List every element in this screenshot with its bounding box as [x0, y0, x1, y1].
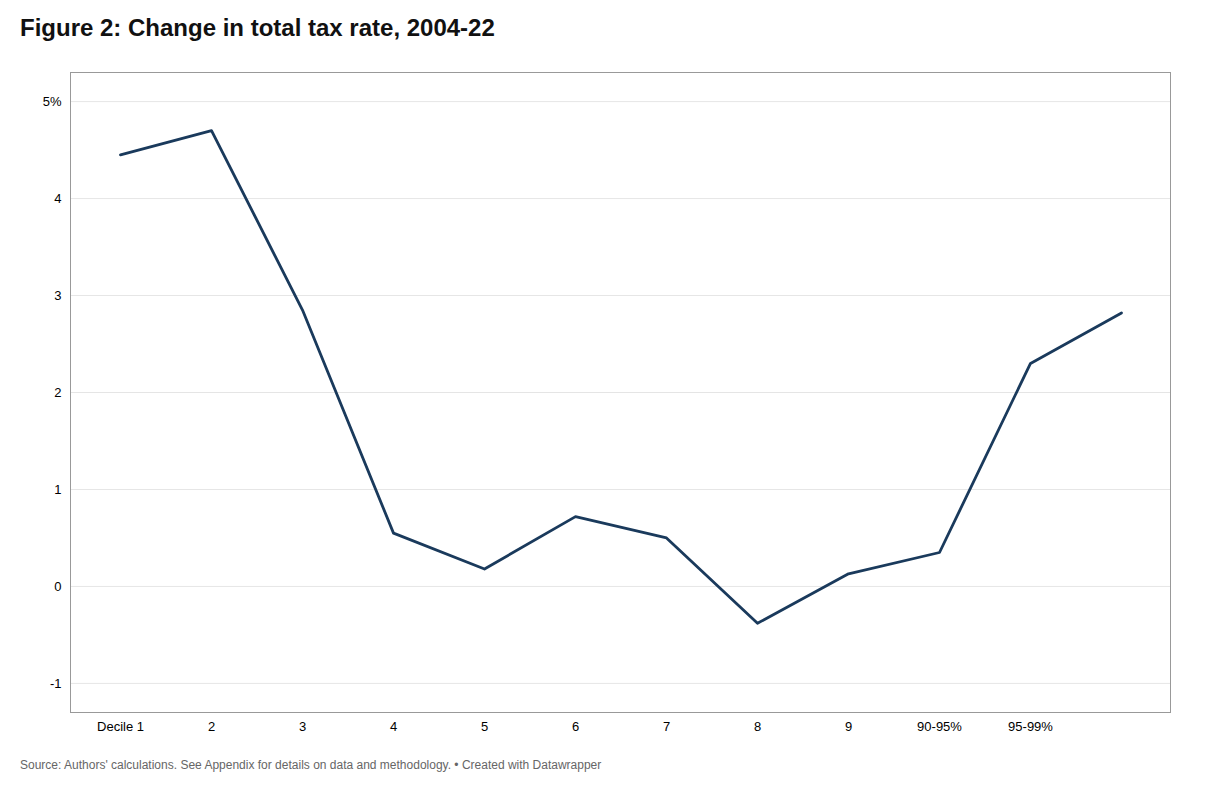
svg-text:5: 5 [481, 719, 488, 734]
svg-text:1: 1 [54, 482, 61, 497]
svg-text:95-99%: 95-99% [1008, 719, 1053, 734]
svg-text:4: 4 [390, 719, 397, 734]
html-text:Figure 2: Change in total tax: Figure 2: Change in total tax rate, 2004… [20, 14, 495, 41]
svg-text:2: 2 [54, 385, 61, 400]
html-text:Source: Authors' calculations.: Source: Authors' calculations. See Appen… [20, 758, 602, 772]
svg-text:4: 4 [54, 191, 61, 206]
svg-text:3: 3 [54, 288, 61, 303]
svg-text:5%: 5% [43, 94, 62, 109]
svg-text:6: 6 [572, 719, 579, 734]
svg-text:8: 8 [754, 719, 761, 734]
svg-text:2: 2 [208, 719, 215, 734]
svg-text:-1: -1 [50, 676, 62, 691]
svg-text:Decile 1: Decile 1 [97, 719, 144, 734]
svg-text:90-95%: 90-95% [917, 719, 962, 734]
svg-text:0: 0 [54, 579, 61, 594]
svg-text:7: 7 [663, 719, 670, 734]
svg-text:9: 9 [845, 719, 852, 734]
svg-text:3: 3 [299, 719, 306, 734]
